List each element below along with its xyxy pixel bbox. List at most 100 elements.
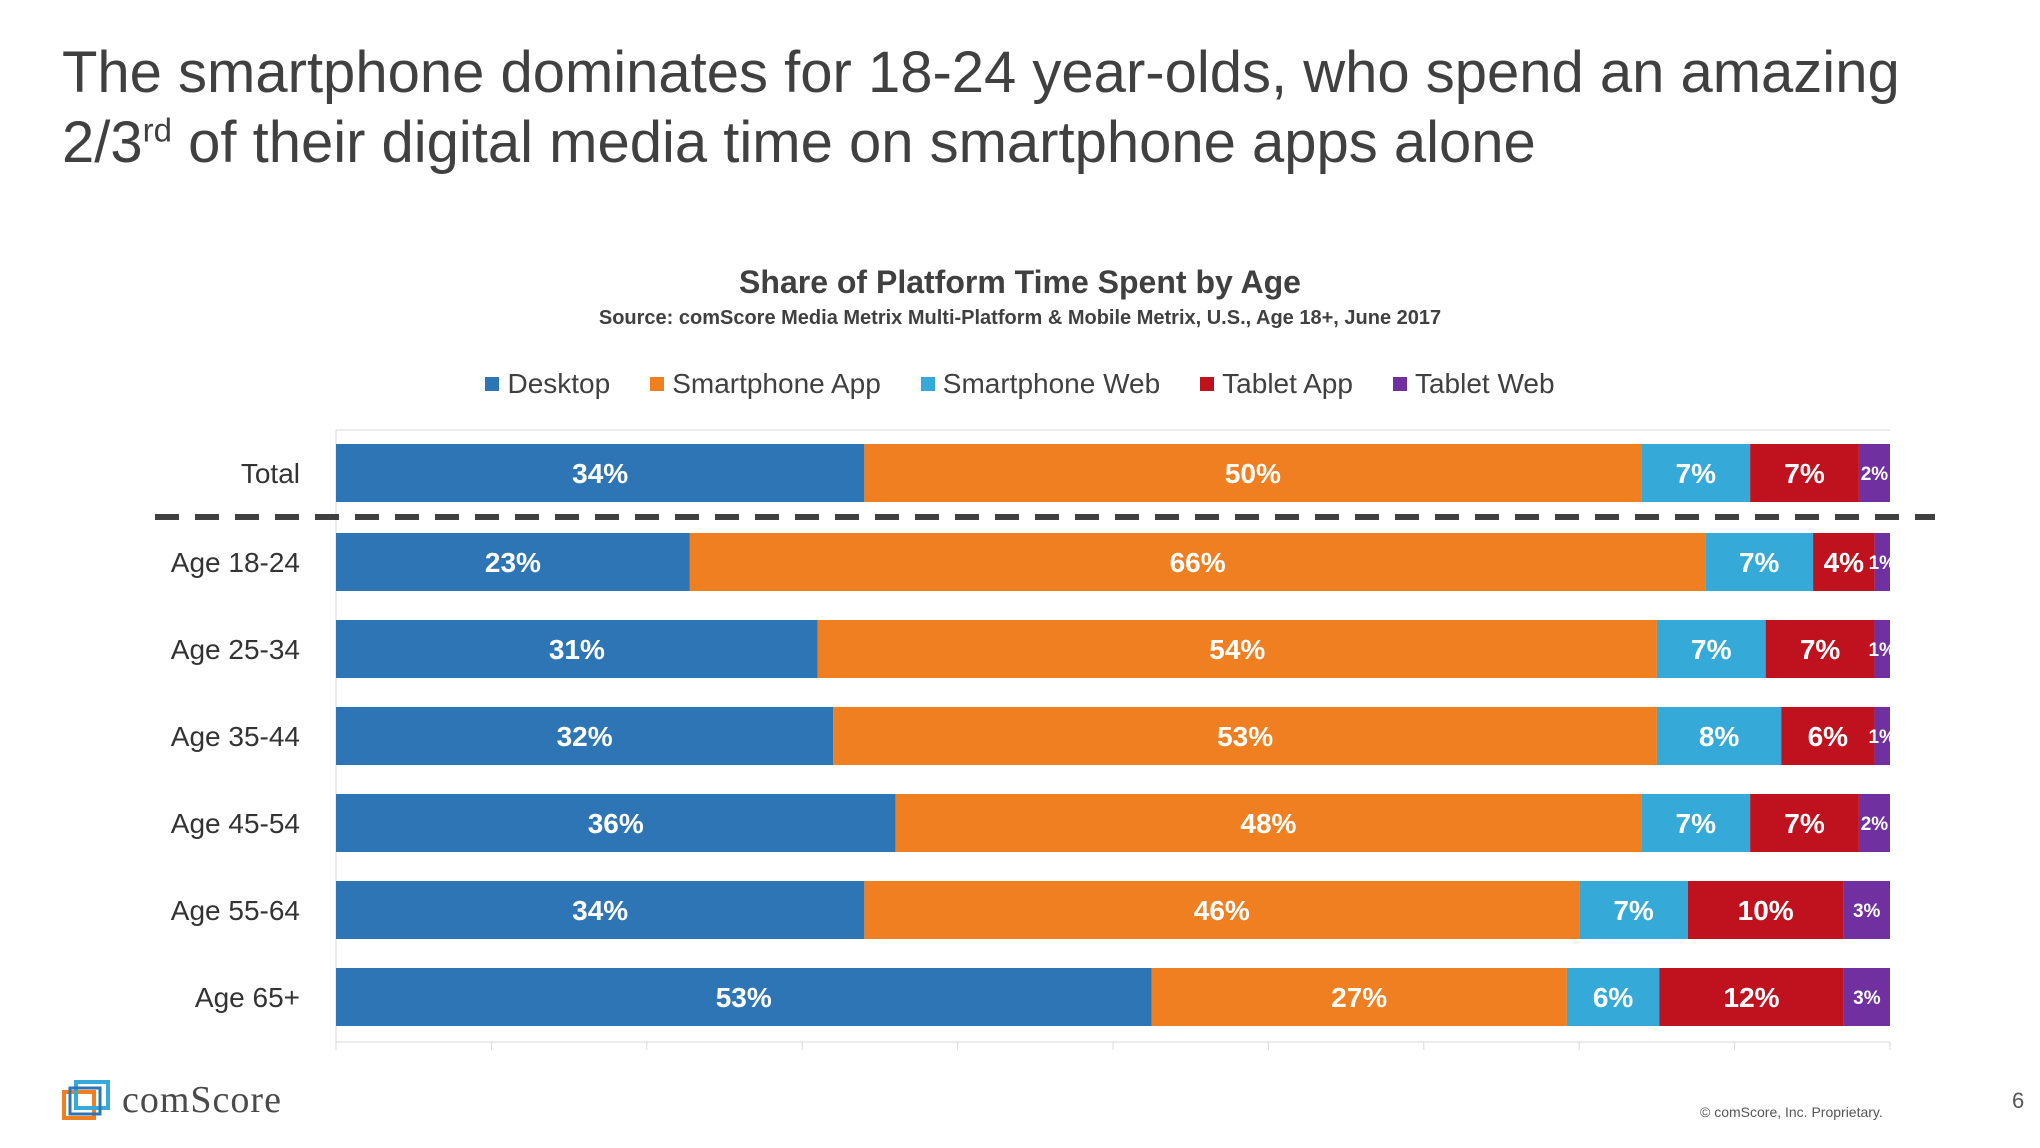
bar-segment	[1750, 444, 1859, 502]
bar-segment	[1765, 620, 1875, 678]
bar-segment	[336, 707, 834, 765]
slide-headline: The smartphone dominates for 18-24 year-…	[62, 38, 2012, 178]
chart-subtitle: Source: comScore Media Metrix Multi-Plat…	[598, 307, 1442, 329]
bar-segment	[1579, 881, 1688, 939]
data-label: 48%	[1240, 808, 1296, 839]
category-label: Age 35-44	[171, 721, 300, 752]
data-label: 6%	[1808, 721, 1849, 752]
bar-segment	[864, 881, 1580, 939]
bar-segment	[1641, 794, 1751, 852]
bar-segment	[1858, 794, 1890, 852]
legend-item: Tablet Web	[1392, 368, 1555, 400]
legend-swatch	[1392, 377, 1407, 391]
bar-segment	[1843, 968, 1890, 1026]
bar-segment	[1566, 968, 1660, 1026]
data-label: 7%	[1784, 808, 1825, 839]
bar-segment	[336, 444, 865, 502]
data-label: 53%	[1217, 721, 1273, 752]
data-label: 7%	[1676, 808, 1717, 839]
bar-segment	[1151, 968, 1567, 1026]
data-label: 54%	[1209, 634, 1265, 665]
chart-title: Share of Platform Time Spent by Age	[739, 264, 1301, 300]
data-label: 46%	[1194, 895, 1250, 926]
data-label: 4%	[1824, 547, 1865, 578]
data-label: 6%	[1593, 982, 1634, 1013]
data-label: 7%	[1676, 458, 1717, 489]
comscore-logo-text: comScore	[122, 1079, 282, 1121]
data-label: 31%	[549, 634, 605, 665]
data-label: 3%	[1853, 988, 1881, 1009]
category-label: Total	[241, 458, 300, 489]
bar-segment	[1874, 533, 1890, 591]
bar-segment	[689, 533, 1706, 591]
headline-line-1: The smartphone dominates for 18-24 year-…	[62, 40, 1900, 105]
data-label: 1%	[1869, 553, 1897, 574]
legend-swatch	[920, 377, 935, 391]
bar-segment	[817, 620, 1657, 678]
data-label: 10%	[1738, 895, 1794, 926]
bar-segment	[336, 533, 690, 591]
bar-segment	[1781, 707, 1875, 765]
category-label: Age 18-24	[171, 547, 300, 578]
bar-segment	[1659, 968, 1844, 1026]
bar-segment	[1750, 794, 1859, 852]
bar-segment	[1874, 707, 1890, 765]
legend-label: Tablet App	[1222, 368, 1353, 399]
bar-segment	[1705, 533, 1814, 591]
data-label: 7%	[1691, 634, 1732, 665]
category-label: Age 25-34	[171, 634, 300, 665]
bar-segment	[895, 794, 1642, 852]
bar-segment	[1641, 444, 1751, 502]
data-label: 1%	[1868, 727, 1896, 748]
legend-label: Desktop	[507, 368, 611, 399]
bar-segment	[1843, 881, 1890, 939]
category-label: Age 65+	[195, 982, 300, 1013]
legend-item: Desktop	[485, 368, 610, 400]
data-label: 8%	[1699, 721, 1740, 752]
data-label: 34%	[572, 458, 628, 489]
comscore-logo: comScore	[62, 1078, 282, 1122]
bar-segment	[833, 707, 1657, 765]
data-label: 1%	[1868, 640, 1896, 661]
data-label: 3%	[1853, 901, 1881, 922]
comscore-logo-icon	[62, 1080, 110, 1120]
data-label: 7%	[1739, 547, 1780, 578]
legend-label: Tablet Web	[1414, 368, 1555, 399]
legend-swatch	[485, 377, 500, 391]
bar-segment	[1874, 620, 1890, 678]
legend-swatch	[650, 377, 665, 391]
bar-segment	[336, 881, 865, 939]
chart-legend: Desktop Smartphone App Smartphone Web Table…	[0, 368, 2040, 400]
data-label: 12%	[1724, 982, 1780, 1013]
data-label: 50%	[1225, 458, 1281, 489]
data-label: 27%	[1331, 982, 1387, 1013]
bar-segment	[336, 620, 818, 678]
data-label: 2%	[1861, 464, 1889, 485]
data-label: 32%	[557, 721, 613, 752]
bar-segment	[1858, 444, 1890, 502]
bar-segment	[1656, 707, 1782, 765]
legend-item: Tablet App	[1200, 368, 1353, 400]
data-label: 23%	[485, 547, 541, 578]
data-label: 36%	[588, 808, 644, 839]
category-label: Age 55-64	[171, 895, 300, 926]
bar-segment	[336, 794, 896, 852]
legend-item: Smartphone Web	[920, 368, 1160, 400]
data-label: 7%	[1800, 634, 1841, 665]
data-label: 7%	[1784, 458, 1825, 489]
page-number: 6	[2012, 1088, 2025, 1113]
bar-segment	[864, 444, 1642, 502]
headline-line-2-prefix: 2/3	[62, 110, 143, 175]
bar-segment	[1656, 620, 1766, 678]
headline-line-2-suffix: of their digital media time on smartphon…	[171, 110, 1536, 175]
legend-swatch	[1200, 377, 1215, 391]
bar-segment	[336, 968, 1152, 1026]
data-label: 34%	[572, 895, 628, 926]
data-label: 66%	[1170, 547, 1226, 578]
legend-label: Smartphone App	[672, 368, 881, 399]
data-label: 7%	[1613, 895, 1654, 926]
legend-item: Smartphone App	[650, 368, 881, 400]
copyright-notice: © comScore, Inc. Proprietary.	[1700, 1104, 1883, 1120]
bar-segment	[1813, 533, 1875, 591]
